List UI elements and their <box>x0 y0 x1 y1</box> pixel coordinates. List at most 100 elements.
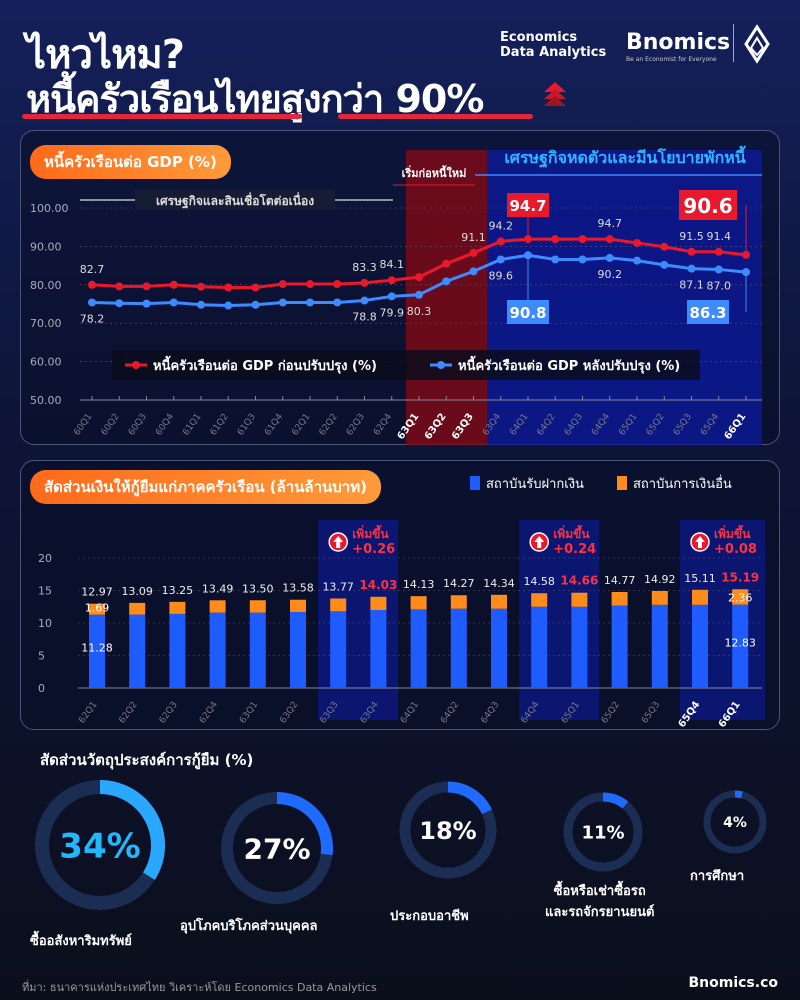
increase-value: +0.08 <box>714 542 757 557</box>
donut-percent: 11% <box>581 823 624 844</box>
title-line2: หนี้ครัวเรือนไทยสูงกว่า 90% <box>26 77 484 121</box>
bar-other <box>290 599 306 612</box>
blue-series-point <box>496 255 505 264</box>
up-triangles-icon <box>544 82 566 106</box>
bar-total-label: 14.27 <box>443 577 475 590</box>
bar-other <box>410 596 427 610</box>
blue-series-point <box>278 298 287 307</box>
red-series-point <box>88 280 96 289</box>
red-series-point <box>578 235 587 244</box>
red-series-point <box>169 280 178 289</box>
bar-other <box>611 591 628 606</box>
up-arrow-glyph <box>695 536 705 548</box>
phase1-label: เศรษฐกิจและสินเชื่อโตต่อเนื่อง <box>156 192 314 209</box>
red-series-data-label: 94.7 <box>598 217 623 230</box>
red-series-data-label: 82.7 <box>80 263 105 276</box>
donut-section-title: สัดส่วนวัตถุประสงค์การกู้ยืม (%) <box>40 751 254 769</box>
red-series-point <box>278 280 287 289</box>
increase-label: เพิ่มขึ้น <box>553 524 590 541</box>
bar-total-label: 15.19 <box>721 570 759 584</box>
donut-arc <box>35 780 165 910</box>
red-series-point <box>687 247 696 256</box>
depository-value-label: 12.83 <box>724 636 756 649</box>
bar-total-label: 14.03 <box>359 578 397 592</box>
bar-other <box>450 595 467 609</box>
bar-depository <box>450 608 467 688</box>
bar-total-label: 13.25 <box>162 584 194 597</box>
donut-percent: 4% <box>723 815 747 831</box>
blue-series-point <box>660 260 669 269</box>
red-series-callout-value: 90.6 <box>683 194 732 218</box>
blue-series-point <box>169 298 178 307</box>
legend-marker <box>132 361 140 369</box>
blue-series-point <box>387 292 396 301</box>
bar-chart-title: สัดส่วนเงินให้กู้ยืมแก่ภาคครัวเรือน (ล้า… <box>30 470 381 504</box>
blue-series-point <box>224 301 233 310</box>
bar-total-label: 12.97 <box>81 586 113 599</box>
bar-total-label: 13.50 <box>242 582 274 595</box>
bar-other <box>651 591 668 605</box>
blue-series-point <box>551 255 560 264</box>
donut-label: ประกอบอาชีพ <box>390 909 469 924</box>
red-series-callout-box <box>507 193 549 217</box>
up-arrow-glyph <box>333 536 344 548</box>
phase2-label: เริ่มก่อหนี้ใหม่ <box>402 165 467 180</box>
site-link[interactable]: Bnomics.co <box>688 975 778 991</box>
blue-series-point <box>687 264 696 273</box>
bar-depository <box>169 613 186 688</box>
bar-total-label: 15.11 <box>684 572 716 585</box>
red-series-callout-value: 94.7 <box>509 197 546 215</box>
red-series-point <box>742 250 750 259</box>
red-series-point <box>660 242 669 251</box>
bar-total-label: 13.49 <box>202 582 234 595</box>
red-series-data-label: 91.1 <box>461 231 486 244</box>
brand-name: Bnomics <box>626 30 731 55</box>
red-series-point <box>415 273 423 282</box>
blue-series-point <box>605 253 614 262</box>
brand-divider <box>733 24 734 62</box>
bnomics-leaf-logo-icon <box>744 24 770 64</box>
y-tick-label: 50.00 <box>30 394 62 407</box>
donut-percent: 34% <box>59 827 140 867</box>
y-tick-label: 90.00 <box>30 240 62 253</box>
y-tick-label: 20 <box>38 552 52 565</box>
legend-label: สถาบันการเงินอื่น <box>633 475 732 492</box>
blue-series-data-label: 90.2 <box>598 268 623 281</box>
y-tick-label: 15 <box>38 585 52 598</box>
legend-marker <box>437 361 445 369</box>
red-series-point <box>496 237 505 246</box>
bar-depository <box>692 604 708 688</box>
bar-other <box>129 602 146 615</box>
source-note: ที่มา: ธนาคารแห่งประเทศไทย วิเคราะห์โดย … <box>22 981 377 994</box>
blue-series-point <box>360 296 369 305</box>
blue-series-data-label: 79.9 <box>380 306 405 319</box>
blue-series-point <box>197 300 205 309</box>
donut-percent: 27% <box>243 832 310 865</box>
legend-bg <box>112 350 700 380</box>
red-series-point <box>333 280 342 289</box>
red-series-data-label: 91.4 <box>707 230 732 243</box>
bar-depository <box>290 611 306 688</box>
donut-arc <box>563 792 643 872</box>
red-series-point <box>442 259 451 268</box>
donut-label: การศึกษา <box>690 869 745 884</box>
y-tick-label: 100.00 <box>30 202 69 215</box>
bar-other <box>370 596 387 610</box>
legend-label: หนี้ครัวเรือนต่อ GDP ก่อนปรับปรุง (%) <box>153 355 377 374</box>
red-series-point <box>633 238 641 247</box>
bar-other <box>732 589 749 605</box>
red-series-point <box>714 247 723 256</box>
bar-other <box>169 601 186 614</box>
donut-arc <box>399 781 497 879</box>
blue-series-point <box>333 298 342 307</box>
bar-total-label: 13.77 <box>322 580 354 593</box>
bar-other <box>531 593 548 607</box>
red-series-point <box>142 282 151 291</box>
blue-series-data-label: 87.1 <box>679 279 704 292</box>
blue-series-point <box>251 300 260 309</box>
y-tick-label: 10 <box>38 617 52 630</box>
bar-depository <box>249 612 266 688</box>
red-series-point <box>360 278 369 287</box>
phase1-bg <box>135 190 335 210</box>
